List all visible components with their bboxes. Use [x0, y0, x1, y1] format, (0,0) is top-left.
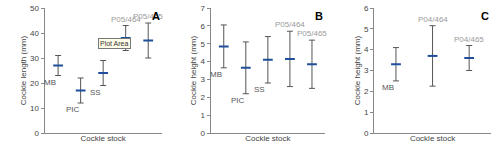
svg-text:40: 40	[30, 29, 39, 38]
svg-text:0: 0	[364, 129, 369, 138]
svg-text:Cockle height (mm): Cockle height (mm)	[353, 35, 362, 105]
svg-text:6: 6	[200, 22, 205, 31]
svg-text:6: 6	[364, 4, 369, 13]
svg-text:1: 1	[364, 108, 369, 117]
svg-text:MB: MB	[210, 70, 222, 79]
svg-text:0: 0	[200, 129, 205, 138]
svg-text:B: B	[315, 10, 323, 22]
svg-text:1: 1	[200, 111, 205, 120]
svg-text:2: 2	[364, 87, 369, 96]
svg-text:PIC: PIC	[231, 96, 245, 105]
svg-text:3: 3	[364, 66, 369, 75]
svg-text:3: 3	[200, 75, 205, 84]
svg-text:4: 4	[364, 45, 369, 54]
svg-text:SS: SS	[90, 88, 101, 97]
svg-text:Cockle stock: Cockle stock	[410, 134, 456, 143]
svg-text:MB: MB	[382, 83, 394, 92]
svg-text:C: C	[481, 10, 489, 22]
svg-text:Cockle height (mm): Cockle height (mm)	[189, 35, 198, 105]
svg-text:SS: SS	[254, 85, 265, 94]
svg-text:5: 5	[364, 25, 369, 34]
svg-text:4: 4	[200, 57, 205, 66]
svg-text:P04/464: P04/464	[418, 15, 448, 24]
svg-text:7: 7	[200, 4, 205, 13]
svg-text:P05/464: P05/464	[111, 15, 141, 24]
svg-text:P05/465: P05/465	[133, 12, 163, 21]
svg-text:P04/465: P04/465	[454, 35, 484, 44]
svg-text:P05/465: P05/465	[297, 29, 327, 38]
svg-text:30: 30	[30, 54, 39, 63]
svg-text:Cockle stock: Cockle stock	[80, 134, 126, 143]
svg-text:2: 2	[200, 93, 205, 102]
svg-text:20: 20	[30, 79, 39, 88]
svg-text:10: 10	[30, 104, 39, 113]
svg-text:MB: MB	[44, 78, 56, 87]
svg-text:Plot Area: Plot Area	[100, 40, 129, 47]
svg-text:50: 50	[30, 4, 39, 13]
svg-text:5: 5	[200, 40, 205, 49]
svg-text:0: 0	[35, 129, 40, 138]
svg-text:PIC: PIC	[66, 105, 80, 114]
svg-text:Cockle length (mm): Cockle length (mm)	[19, 35, 28, 105]
svg-text:A: A	[152, 10, 160, 22]
svg-text:P05/464: P05/464	[275, 20, 305, 29]
svg-text:Cockle stock: Cockle stock	[245, 134, 291, 143]
